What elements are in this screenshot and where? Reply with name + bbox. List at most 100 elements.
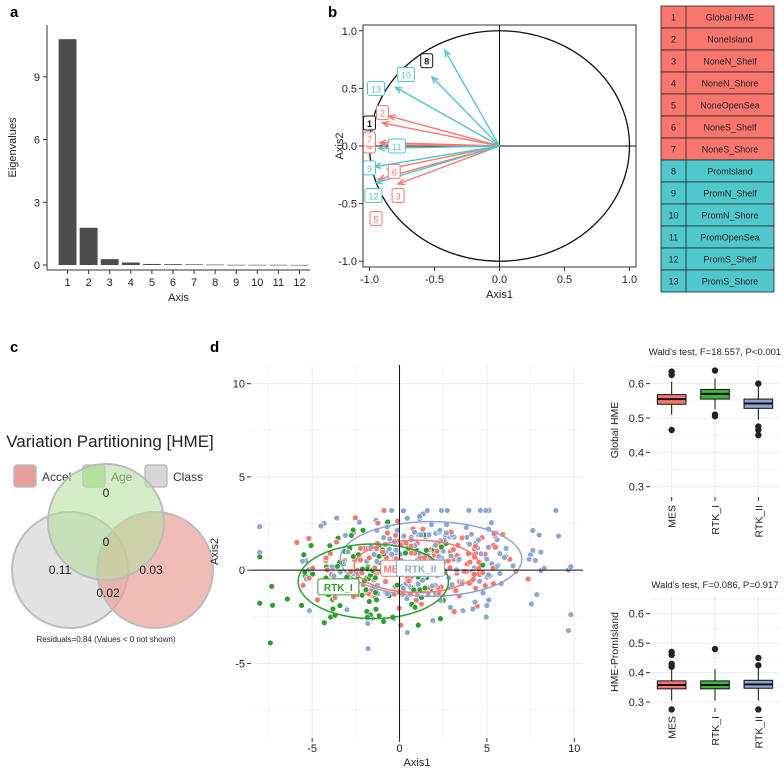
venn-footnote: Residuals=0.84 (Values < 0 not shown): [36, 635, 175, 644]
data-point-rtk_ii: [417, 531, 425, 538]
x-tick-label: 8: [212, 277, 218, 289]
legend-swatch-accel: [13, 464, 37, 488]
data-point-rtk_ii: [529, 527, 537, 534]
arrowhead-12: [374, 177, 384, 185]
x-tick-label: 1: [64, 277, 70, 289]
bar-axis-5: [142, 263, 161, 265]
x-tick-label: 2: [86, 277, 92, 289]
data-point-mes: [451, 608, 458, 615]
variable-label-7: 7: [367, 135, 372, 145]
data-point-mes: [299, 582, 307, 589]
data-point-rtk_i: [336, 602, 344, 609]
data-point-mes: [374, 519, 382, 527]
variable-label-box-8: [420, 53, 434, 69]
legend-row-name: NoneN_Shelf: [703, 57, 757, 67]
data-point-rtk_i: [437, 615, 444, 622]
x-tick-label: 9: [233, 277, 239, 289]
data-point-rtk_i: [373, 596, 380, 604]
x-tick-label: -5: [307, 743, 317, 755]
legend-row-number: 4: [671, 79, 676, 89]
legend-row-name: PromN_Shore: [701, 211, 758, 221]
y-tick-label: 0.6: [629, 609, 644, 621]
panel-c-venn-diagram: Variation Partitioning [HME]AccelAgeClas…: [6, 432, 214, 644]
x-tick-label: 7: [191, 277, 197, 289]
data-point-mes: [305, 535, 313, 542]
data-point-rtk_ii: [555, 532, 562, 540]
data-point-rtk_ii: [552, 507, 560, 514]
data-point-rtk_i: [380, 618, 387, 625]
data-point-rtk_ii: [537, 548, 545, 556]
data-point-mes: [466, 558, 474, 566]
x-tick-label: 12: [293, 277, 305, 289]
venn-value-class-accel: 0.02: [96, 586, 120, 600]
data-point-rtk_ii: [447, 604, 454, 611]
data-point-rtk_ii: [496, 570, 504, 577]
x-tick-label: 0.0: [492, 274, 507, 286]
data-point-mes: [418, 600, 425, 608]
data-point-rtk_ii: [403, 595, 411, 602]
data-point-rtk_i: [366, 598, 373, 605]
x-axis-title: Axis1: [486, 289, 513, 301]
data-point-rtk_ii: [344, 548, 352, 556]
venn-value-age: 0: [103, 486, 110, 500]
arrow-13: [395, 86, 500, 147]
data-point-rtk_ii: [364, 645, 372, 652]
data-point-rtk_i: [256, 599, 263, 607]
data-point-rtk_i: [326, 542, 334, 549]
arrowhead-10: [430, 75, 439, 84]
data-point-mes: [450, 546, 457, 553]
panel-label-d: d: [210, 339, 219, 356]
data-point-rtk_ii: [386, 545, 393, 553]
data-point-rtk_i: [284, 595, 291, 603]
arrow-9: [374, 145, 500, 168]
bar-axis-9: [227, 264, 246, 266]
arrowhead-1: [380, 120, 390, 128]
y-tick-label: 0.3: [629, 697, 644, 709]
data-point-rtk_ii: [343, 606, 351, 613]
data-point-rtk_ii: [443, 529, 450, 537]
data-point-rtk_ii: [485, 596, 492, 604]
data-point-rtk_ii: [416, 513, 423, 520]
data-point-rtk_ii: [483, 555, 490, 563]
x-axis-title: Axis: [168, 292, 189, 304]
legend-row-number: 3: [671, 57, 676, 67]
data-point-rtk_ii: [475, 536, 482, 544]
data-point-rtk_ii: [429, 617, 437, 624]
arrow-2: [388, 115, 500, 147]
arrowhead-8: [444, 48, 451, 58]
statistical-test-title: Wald's test, F=0.086, P=0.917: [651, 580, 778, 591]
panel-b-correlation-circle: -1.0 -0.5 0.0 0.5 1.0 -1.0 -0.5 0.0 0.5 1.0 Axis1 A…: [334, 24, 637, 301]
data-point-mes: [322, 554, 330, 562]
bar-axis-4: [121, 262, 140, 265]
data-point-rtk_ii: [444, 507, 451, 514]
x-tick-label: 1.0: [622, 274, 637, 286]
data-point-rtk_i: [438, 543, 445, 551]
y-tick-label: 0.6: [629, 379, 644, 391]
data-point-rtk_i: [267, 639, 274, 647]
data-point-rtk_ii: [317, 522, 325, 530]
x-tick-label: RTK_I: [710, 505, 722, 535]
data-point-rtk_ii: [428, 521, 435, 528]
legend-row-number: 1: [671, 13, 676, 23]
variable-label-box-6: [387, 163, 401, 179]
legend-row-number: 8: [671, 167, 676, 177]
arrow-1: [382, 122, 500, 147]
data-point-mes: [407, 549, 415, 557]
outlier-point: [668, 660, 675, 667]
y-tick-label: 0.3: [629, 482, 644, 494]
legend-row-number: 10: [668, 211, 678, 221]
data-point-mes: [472, 543, 479, 550]
data-point-rtk_ii: [565, 627, 572, 634]
data-point-rtk_ii: [404, 629, 411, 636]
statistical-test-title: Wald's test, F=18.557, P<0.001: [649, 347, 781, 358]
data-point-mes: [379, 548, 386, 556]
data-point-rtk_ii: [342, 532, 349, 539]
data-point-rtk_ii: [429, 582, 436, 590]
data-point-rtk_i: [268, 583, 275, 590]
data-point-rtk_ii: [400, 507, 407, 514]
data-point-rtk_ii: [356, 519, 363, 526]
outlier-point: [711, 645, 719, 653]
data-point-mes: [366, 554, 373, 562]
data-point-rtk_ii: [567, 611, 574, 618]
y-tick-label: -0.5: [338, 199, 357, 211]
